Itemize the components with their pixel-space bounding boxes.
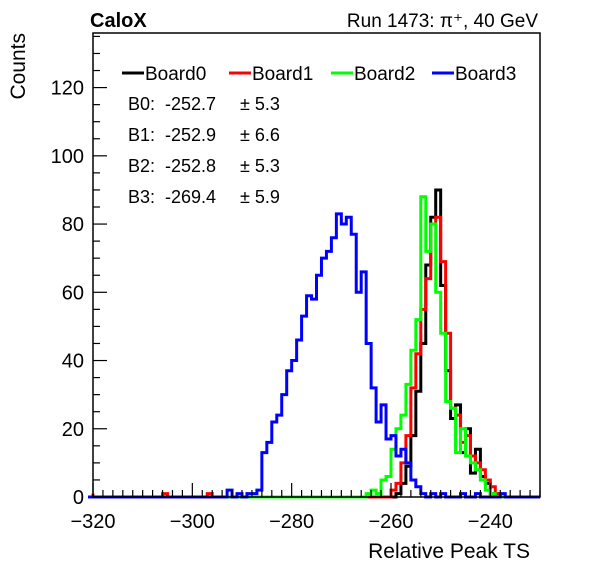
axes: −320 −300 −280 −260 −240 0 20 40 60 80 100 120 [51,32,541,533]
stat-mean-value: -269.4 [165,187,216,207]
y-tick-label: 40 [62,351,84,373]
stat-mean-value: -252.8 [165,156,216,176]
x-tick-label: −320 [70,511,115,533]
legend-label-board1: Board1 [252,64,313,85]
stat-board-label: B2: [128,156,155,176]
stats-annotations: B0: -252.7 ± 5.3 B1: -252.9 ± 6.6 B2: -252.8 ± 5… [128,94,280,207]
stat-sigma-value: ± 6.6 [240,125,280,145]
stat-row: B1: -252.9 ± 6.6 [128,125,280,145]
stat-mean-value: -252.7 [165,94,216,114]
x-axis-label: Relative Peak TS [368,540,530,563]
brand-label: CaloX [90,10,147,32]
y-axis-label: Counts [7,33,30,100]
x-tick-label: −240 [468,511,513,533]
y-tick-label: 0 [73,487,84,509]
stat-sigma-value: ± 5.3 [240,156,280,176]
series-board3 [88,212,540,499]
plot-area [88,188,540,499]
y-tick-label: 60 [62,282,84,304]
series-board1 [88,215,540,499]
x-tick-label: −260 [368,511,413,533]
stat-row: B2: -252.8 ± 5.3 [128,156,280,176]
stat-board-label: B3: [128,187,155,207]
legend-label-board2: Board2 [354,64,415,85]
y-tick-label: 120 [51,78,84,100]
legend-label-board0: Board0 [145,64,206,85]
x-tick-label: −300 [170,511,215,533]
stat-sigma-value: ± 5.3 [240,94,280,114]
stat-sigma-value: ± 5.9 [240,187,280,207]
plot-frame [92,32,541,498]
legend-label-board3: Board3 [455,64,516,85]
y-tick-label: 20 [62,419,84,441]
series-board2 [88,195,540,499]
stat-row: B3: -269.4 ± 5.9 [128,187,280,207]
stat-board-label: B1: [128,125,155,145]
y-tick-label: 100 [51,146,84,168]
x-tick-label: −280 [269,511,314,533]
series-board0 [88,188,540,499]
stat-mean-value: -252.9 [165,125,216,145]
run-info-label: Run 1473: π⁺, 40 GeV [347,11,538,32]
legend: Board0 Board1 Board2 Board3 [122,64,516,85]
stat-row: B0: -252.7 ± 5.3 [128,94,280,114]
y-tick-label: 80 [62,214,84,236]
stat-board-label: B0: [128,94,155,114]
